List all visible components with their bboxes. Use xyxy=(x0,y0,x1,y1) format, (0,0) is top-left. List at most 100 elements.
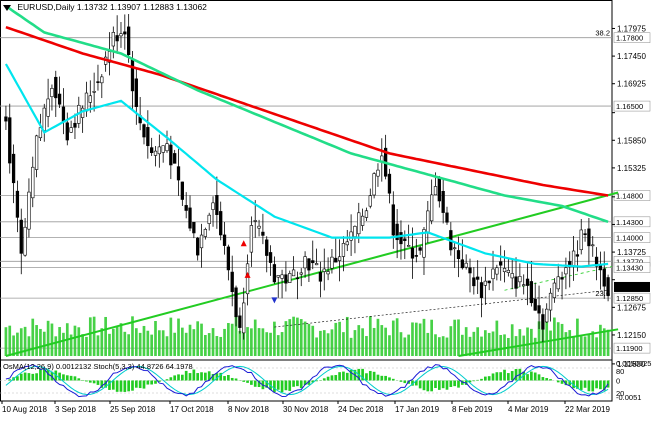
candle-body xyxy=(591,244,595,247)
candle-body xyxy=(437,178,441,202)
candle-body xyxy=(548,292,553,311)
candle-body xyxy=(184,205,188,211)
osma-bar xyxy=(391,378,395,381)
volume-bar xyxy=(495,320,499,356)
osma-bar xyxy=(545,378,549,381)
date-label: 30 Nov 2018 xyxy=(283,405,329,414)
osma-bar xyxy=(69,375,73,381)
osma-bar xyxy=(165,379,169,381)
osma-bar xyxy=(146,380,150,385)
volume-bar xyxy=(31,318,35,356)
candle-body xyxy=(387,173,392,194)
osma-bar xyxy=(315,380,318,382)
candle-body xyxy=(422,229,426,258)
volume-bar xyxy=(211,328,215,356)
ohlc-label: 1.13732 1.13907 1.12883 1.13062 xyxy=(76,2,207,12)
osma-bar xyxy=(27,373,31,381)
volume-bar xyxy=(253,319,257,356)
volume-bar xyxy=(85,336,88,356)
candle-body xyxy=(54,76,58,99)
volume-bar xyxy=(476,327,480,356)
candle-body xyxy=(146,127,150,147)
volume-bar xyxy=(403,337,407,356)
volume-bar xyxy=(533,337,537,356)
candle-body xyxy=(280,274,284,279)
osma-bar xyxy=(265,380,269,388)
osma-bar xyxy=(127,380,130,392)
volume-bar xyxy=(468,336,472,356)
candle-body xyxy=(541,314,545,330)
osma-bar xyxy=(426,380,430,392)
osma-bar xyxy=(131,380,134,391)
candle-body xyxy=(406,245,411,247)
candle-body xyxy=(19,219,23,254)
volume-bar xyxy=(104,316,107,356)
volume-bar xyxy=(368,316,372,356)
candle-body xyxy=(192,221,196,234)
level-label-box xyxy=(613,232,651,243)
osma-bar xyxy=(288,380,292,391)
volume-bar xyxy=(422,318,426,356)
candle-body xyxy=(272,264,277,283)
candle-body xyxy=(288,273,292,283)
osma-bar xyxy=(85,380,88,382)
candle-body xyxy=(594,256,599,267)
osma-bar xyxy=(142,380,146,389)
osma-bar xyxy=(299,380,303,389)
candle-body xyxy=(253,220,257,222)
volume-bar xyxy=(131,316,134,356)
level-label: 1.12850 xyxy=(616,294,643,303)
chart-title: EURUSD,Daily 1.13732 1.13907 1.12883 1.1… xyxy=(3,2,207,12)
candle-body xyxy=(150,147,154,153)
osma-bar xyxy=(388,377,391,381)
volume-bar xyxy=(349,337,353,356)
volume-bar xyxy=(311,325,315,356)
candle-body xyxy=(111,32,115,47)
candle-body xyxy=(357,212,361,235)
candle-body xyxy=(552,282,557,298)
candle-body xyxy=(207,214,211,224)
volume-bar xyxy=(407,334,410,356)
level-label-box xyxy=(613,292,651,304)
candle-body xyxy=(96,81,100,83)
channel-line xyxy=(274,289,609,328)
osma-bar xyxy=(514,369,518,381)
candle-body xyxy=(203,229,208,237)
volume-bar xyxy=(457,319,460,356)
signal-marker xyxy=(244,271,251,278)
candle-body xyxy=(533,298,537,311)
osma-bar xyxy=(138,380,142,389)
volume-bar xyxy=(100,328,104,356)
osma-bar xyxy=(111,380,115,390)
volume-bar xyxy=(568,330,572,356)
dropdown-triangle-icon[interactable] xyxy=(3,4,11,11)
osma-bar xyxy=(441,380,445,389)
osma-bar xyxy=(430,380,433,392)
volume-bar xyxy=(388,335,391,356)
volume-bar xyxy=(549,330,552,356)
volume-bar xyxy=(445,337,449,356)
volume-bar xyxy=(399,332,403,356)
volume-bar xyxy=(73,325,77,356)
date-label: 24 Dec 2018 xyxy=(338,405,384,414)
osma-bar xyxy=(242,380,246,382)
volume-bar xyxy=(296,317,299,356)
osma-bar xyxy=(418,380,422,389)
candle-body xyxy=(242,302,246,334)
osc-scale-label: 0.0050025 xyxy=(616,359,651,368)
date-label: 10 Aug 2018 xyxy=(2,405,47,414)
date-label: 17 Jan 2019 xyxy=(395,405,440,414)
price-tick-label: 1.15325 xyxy=(617,164,646,173)
osma-bar xyxy=(46,369,50,381)
candle-body xyxy=(337,256,342,261)
candle-body xyxy=(472,277,476,287)
moving-average-red xyxy=(5,25,609,197)
candle-body xyxy=(410,247,415,259)
candle-body xyxy=(127,26,131,56)
candle-body xyxy=(261,231,265,236)
candle-body xyxy=(341,243,346,257)
candle-body xyxy=(134,78,138,107)
candle-body xyxy=(525,278,530,286)
